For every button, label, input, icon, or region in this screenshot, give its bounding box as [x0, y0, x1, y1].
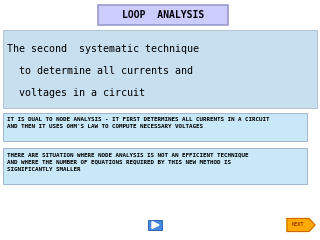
FancyBboxPatch shape — [148, 220, 162, 230]
Text: voltages in a circuit: voltages in a circuit — [7, 88, 145, 98]
FancyBboxPatch shape — [3, 113, 307, 141]
FancyBboxPatch shape — [98, 5, 228, 25]
Polygon shape — [287, 218, 315, 232]
Text: THERE ARE SITUATION WHERE NODE ANALYSIS IS NOT AN EFFICIENT TECHNIQUE
AND WHERE : THERE ARE SITUATION WHERE NODE ANALYSIS … — [7, 152, 249, 172]
Text: LOOP  ANALYSIS: LOOP ANALYSIS — [122, 10, 204, 20]
FancyBboxPatch shape — [3, 30, 317, 108]
Text: NEXT: NEXT — [292, 222, 304, 228]
Text: The second  systematic technique: The second systematic technique — [7, 44, 199, 54]
FancyBboxPatch shape — [3, 148, 307, 184]
Text: to determine all currents and: to determine all currents and — [7, 66, 193, 76]
Polygon shape — [152, 222, 159, 228]
Text: IT IS DUAL TO NODE ANALYSIS - IT FIRST DETERMINES ALL CURRENTS IN A CIRCUIT
AND : IT IS DUAL TO NODE ANALYSIS - IT FIRST D… — [7, 117, 269, 129]
